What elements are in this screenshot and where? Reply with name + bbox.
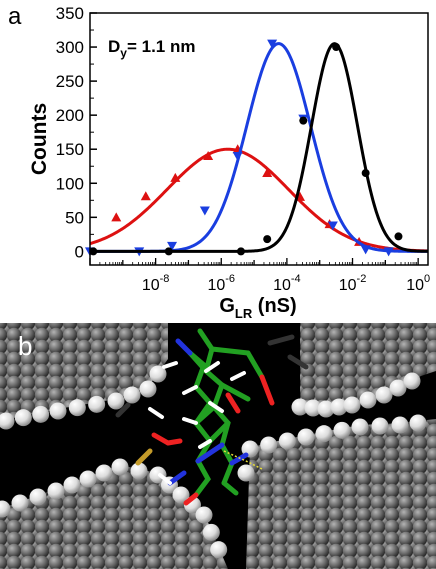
hydrogen-atom [343,396,361,414]
series-line-2 [90,42,429,253]
hydrogen-atom [409,414,427,432]
y-tick-label: 300 [56,38,84,57]
data-point [332,43,341,52]
axis-layer: 0 50 100 150 200 250 300 350 10-8 10-6 10-4 10-2 100 [56,4,430,294]
x-tick-label: 10-8 [142,273,170,294]
hydrogen-atom [0,500,11,518]
data-point [170,172,181,182]
hydrogen-atom [172,486,190,504]
data-point [232,152,243,162]
y-tick-label: 100 [56,174,84,193]
hydrogen-atom [210,541,228,559]
data-point [360,245,371,255]
hydrogen-atom [317,400,335,418]
hydrogen-atom [79,470,97,488]
data-point [203,151,214,161]
hydrogen-atom [278,432,296,450]
hydrogen-atom [0,412,15,430]
hydrogen-atom [149,365,167,383]
data-point [327,221,338,231]
hydrogen-atom [403,372,421,390]
hydrogen-atom [111,458,129,476]
graphene-sheet-top-right [300,323,436,407]
hydrogen-atom [202,523,220,541]
data-point [199,206,210,216]
x-tick-label: 10-4 [273,273,301,294]
hydrogen-atom [123,386,141,404]
y-tick-label: 50 [65,208,84,227]
y-tick-label: 350 [56,4,84,23]
graphene-sheet-top-left [0,323,168,423]
hydrogen-atom [291,398,309,416]
hydrogen-atom [375,386,393,404]
panel-label-a: a [8,3,22,30]
hydrogen-atom [32,405,50,423]
y-tick-label: 250 [56,72,84,91]
chart-panel-a: a 0 50 100 150 200 250 300 350 10-8 10-6 10-4 10-2 1… [8,3,430,321]
hydrogen-atom [237,464,255,482]
data-point [111,212,122,222]
data-point [267,39,278,49]
hydrogen-atom [389,379,407,397]
hydrogen-atom [63,476,81,494]
y-axis-label: Counts [28,103,51,175]
data-point [299,116,308,125]
x-tick-label: 10-6 [207,273,235,294]
hydrogen-atom [49,402,67,420]
x-tick-label: 100 [406,273,430,294]
plot-frame [89,12,429,266]
data-point [164,247,173,256]
hydrogen-atom [47,482,65,500]
x-axis-label: GLR (nS) [219,295,296,321]
hydrogen-edge-layer [0,365,427,559]
data-point [167,241,178,251]
hydrogen-atom [130,462,148,480]
data-point [383,247,394,257]
hydrogen-atom [371,417,389,435]
hydrogen-atom [107,392,125,410]
y-tick-label: 200 [56,106,84,125]
series-layer [85,39,429,257]
hydrogen-atom [359,391,377,409]
x-tick-label: 10-2 [339,273,367,294]
hydrogen-atom [333,421,351,439]
hydrogen-atom [139,380,157,398]
data-point [263,235,272,244]
data-point [236,247,245,256]
hydrogen-bond-dashes [223,450,263,470]
hydrogen-atom [29,488,47,506]
data-point [262,168,273,178]
series-line-1 [90,42,428,253]
hydrogen-atom [330,398,348,416]
hydrogen-atom [14,409,32,427]
panel-label-b: b [18,331,32,361]
hydrogen-atom [297,428,315,446]
y-tick-label: 150 [56,140,84,159]
molecule-stick-model [115,328,309,506]
hydrogen-atom [88,395,106,413]
hydrogen-atom [315,425,333,443]
hydrogen-atom [195,506,213,524]
graphene-sheet-bottom-right [246,419,436,569]
data-point [140,191,151,201]
hydrogen-atom [11,494,29,512]
hydrogen-atom [391,416,409,434]
graphene-sheet-bottom-left [0,465,228,569]
annotation-dy: Dy= 1.1 nm [108,37,195,60]
data-point [361,169,370,178]
molecular-render-panel-b: b [0,323,436,569]
data-point [394,232,403,241]
hydrogen-atom [351,418,369,436]
hydrogen-atom [95,464,113,482]
series-line-0 [89,147,429,253]
hydrogen-atom [304,399,322,417]
hydrogen-atom [260,436,278,454]
y-tick-label: 0 [75,242,84,261]
hydrogen-atom [68,399,86,417]
